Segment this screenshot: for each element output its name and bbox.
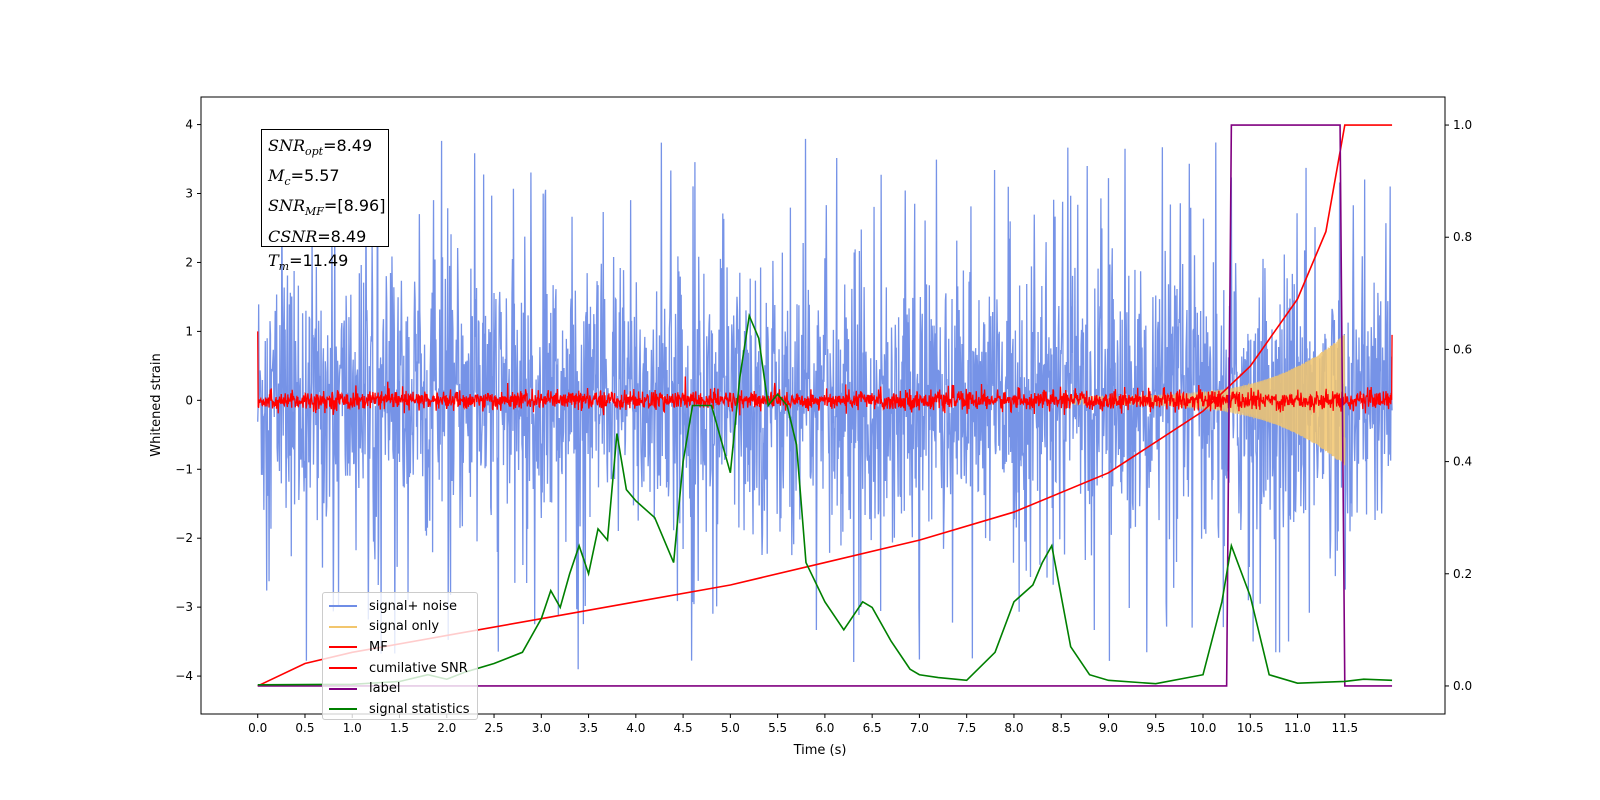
- legend-item: MF: [329, 637, 477, 658]
- annotation-snr-mf: SNRMF=[8.96]: [268, 196, 386, 219]
- series-mf: [257, 331, 1393, 416]
- x-tick-label: 1.5: [390, 721, 409, 735]
- y-axis-label: Whitened strain: [149, 353, 164, 456]
- series-label: [257, 124, 1393, 687]
- x-tick-label: 9.0: [1099, 721, 1118, 735]
- legend-item: cumilative SNR: [329, 658, 477, 679]
- x-tick-label: 1.0: [343, 721, 362, 735]
- y2-tick-label: 0.2: [1453, 567, 1472, 581]
- x-tick-label: 0.5: [295, 721, 314, 735]
- x-tick-label: 11.0: [1284, 721, 1311, 735]
- x-tick-label: 6.5: [863, 721, 882, 735]
- x-tick-label: 11.5: [1331, 721, 1358, 735]
- annotation-csnr: CSNR=8.49: [268, 226, 367, 246]
- x-tick-label: 2.5: [484, 721, 503, 735]
- y-tick-label: 0: [185, 393, 193, 407]
- x-tick-label: 9.5: [1146, 721, 1165, 735]
- x-tick-label: 2.0: [437, 721, 456, 735]
- legend-item: signal only: [329, 617, 477, 638]
- x-tick-label: 7.5: [957, 721, 976, 735]
- x-tick-label: 4.5: [674, 721, 693, 735]
- annotation-mc: Mc=5.57: [268, 166, 340, 189]
- x-tick-label: 3.0: [532, 721, 551, 735]
- y-tick-label: −4: [175, 669, 193, 683]
- annotation-tm: Tm=11.49: [268, 250, 349, 273]
- x-axis-label: Time (s): [793, 743, 847, 758]
- x-tick-label: 0.0: [248, 721, 267, 735]
- y2-tick-label: 0.6: [1453, 342, 1472, 356]
- x-tick-label: 8.0: [1004, 721, 1023, 735]
- y2-tick-label: 0.8: [1453, 230, 1472, 244]
- x-tick-label: 10.5: [1237, 721, 1264, 735]
- legend-item: signal+ noise: [329, 596, 477, 617]
- y2-tick-label: 0.4: [1453, 455, 1472, 469]
- legend-item: label: [329, 678, 477, 699]
- x-tick-label: 5.0: [721, 721, 740, 735]
- x-tick-label: 4.0: [626, 721, 645, 735]
- y-tick-label: −3: [175, 600, 193, 614]
- legend-item: signal statistics: [329, 699, 477, 720]
- x-tick-label: 6.0: [815, 721, 834, 735]
- x-tick-label: 10.0: [1190, 721, 1217, 735]
- x-tick-label: 5.5: [768, 721, 787, 735]
- y2-tick-label: 0.0: [1453, 679, 1472, 693]
- y2-tick-label: 1.0: [1453, 118, 1472, 132]
- y-tick-label: −2: [175, 531, 193, 545]
- y-tick-label: 3: [185, 187, 193, 201]
- y-tick-label: 4: [185, 118, 193, 132]
- x-tick-label: 8.5: [1052, 721, 1071, 735]
- y-tick-label: 1: [185, 324, 193, 338]
- annotation-snr-opt: SNRopt=8.49: [268, 136, 373, 159]
- annotation-box: SNRopt=8.49 Mc=5.57 SNRMF=[8.96] CSNR=8.…: [261, 129, 389, 273]
- series-signal-statistics: [257, 312, 1393, 686]
- y-tick-label: 2: [185, 255, 193, 269]
- legend: signal+ noise signal only MF cumilative …: [322, 592, 478, 720]
- x-tick-label: 3.5: [579, 721, 598, 735]
- x-tick-label: 7.0: [910, 721, 929, 735]
- plot-frame: [200, 96, 1446, 715]
- y-tick-label: −1: [175, 462, 193, 476]
